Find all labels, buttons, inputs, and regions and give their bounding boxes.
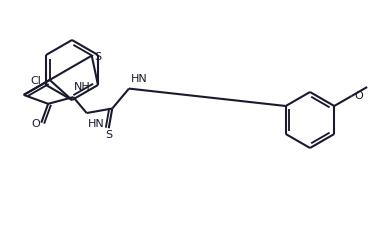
Text: S: S bbox=[105, 130, 112, 140]
Text: NH: NH bbox=[74, 82, 91, 92]
Text: HN: HN bbox=[131, 74, 148, 84]
Text: S: S bbox=[94, 52, 101, 62]
Text: O: O bbox=[354, 91, 363, 101]
Text: HN: HN bbox=[88, 119, 104, 129]
Text: O: O bbox=[31, 119, 40, 129]
Text: Cl: Cl bbox=[30, 76, 41, 86]
